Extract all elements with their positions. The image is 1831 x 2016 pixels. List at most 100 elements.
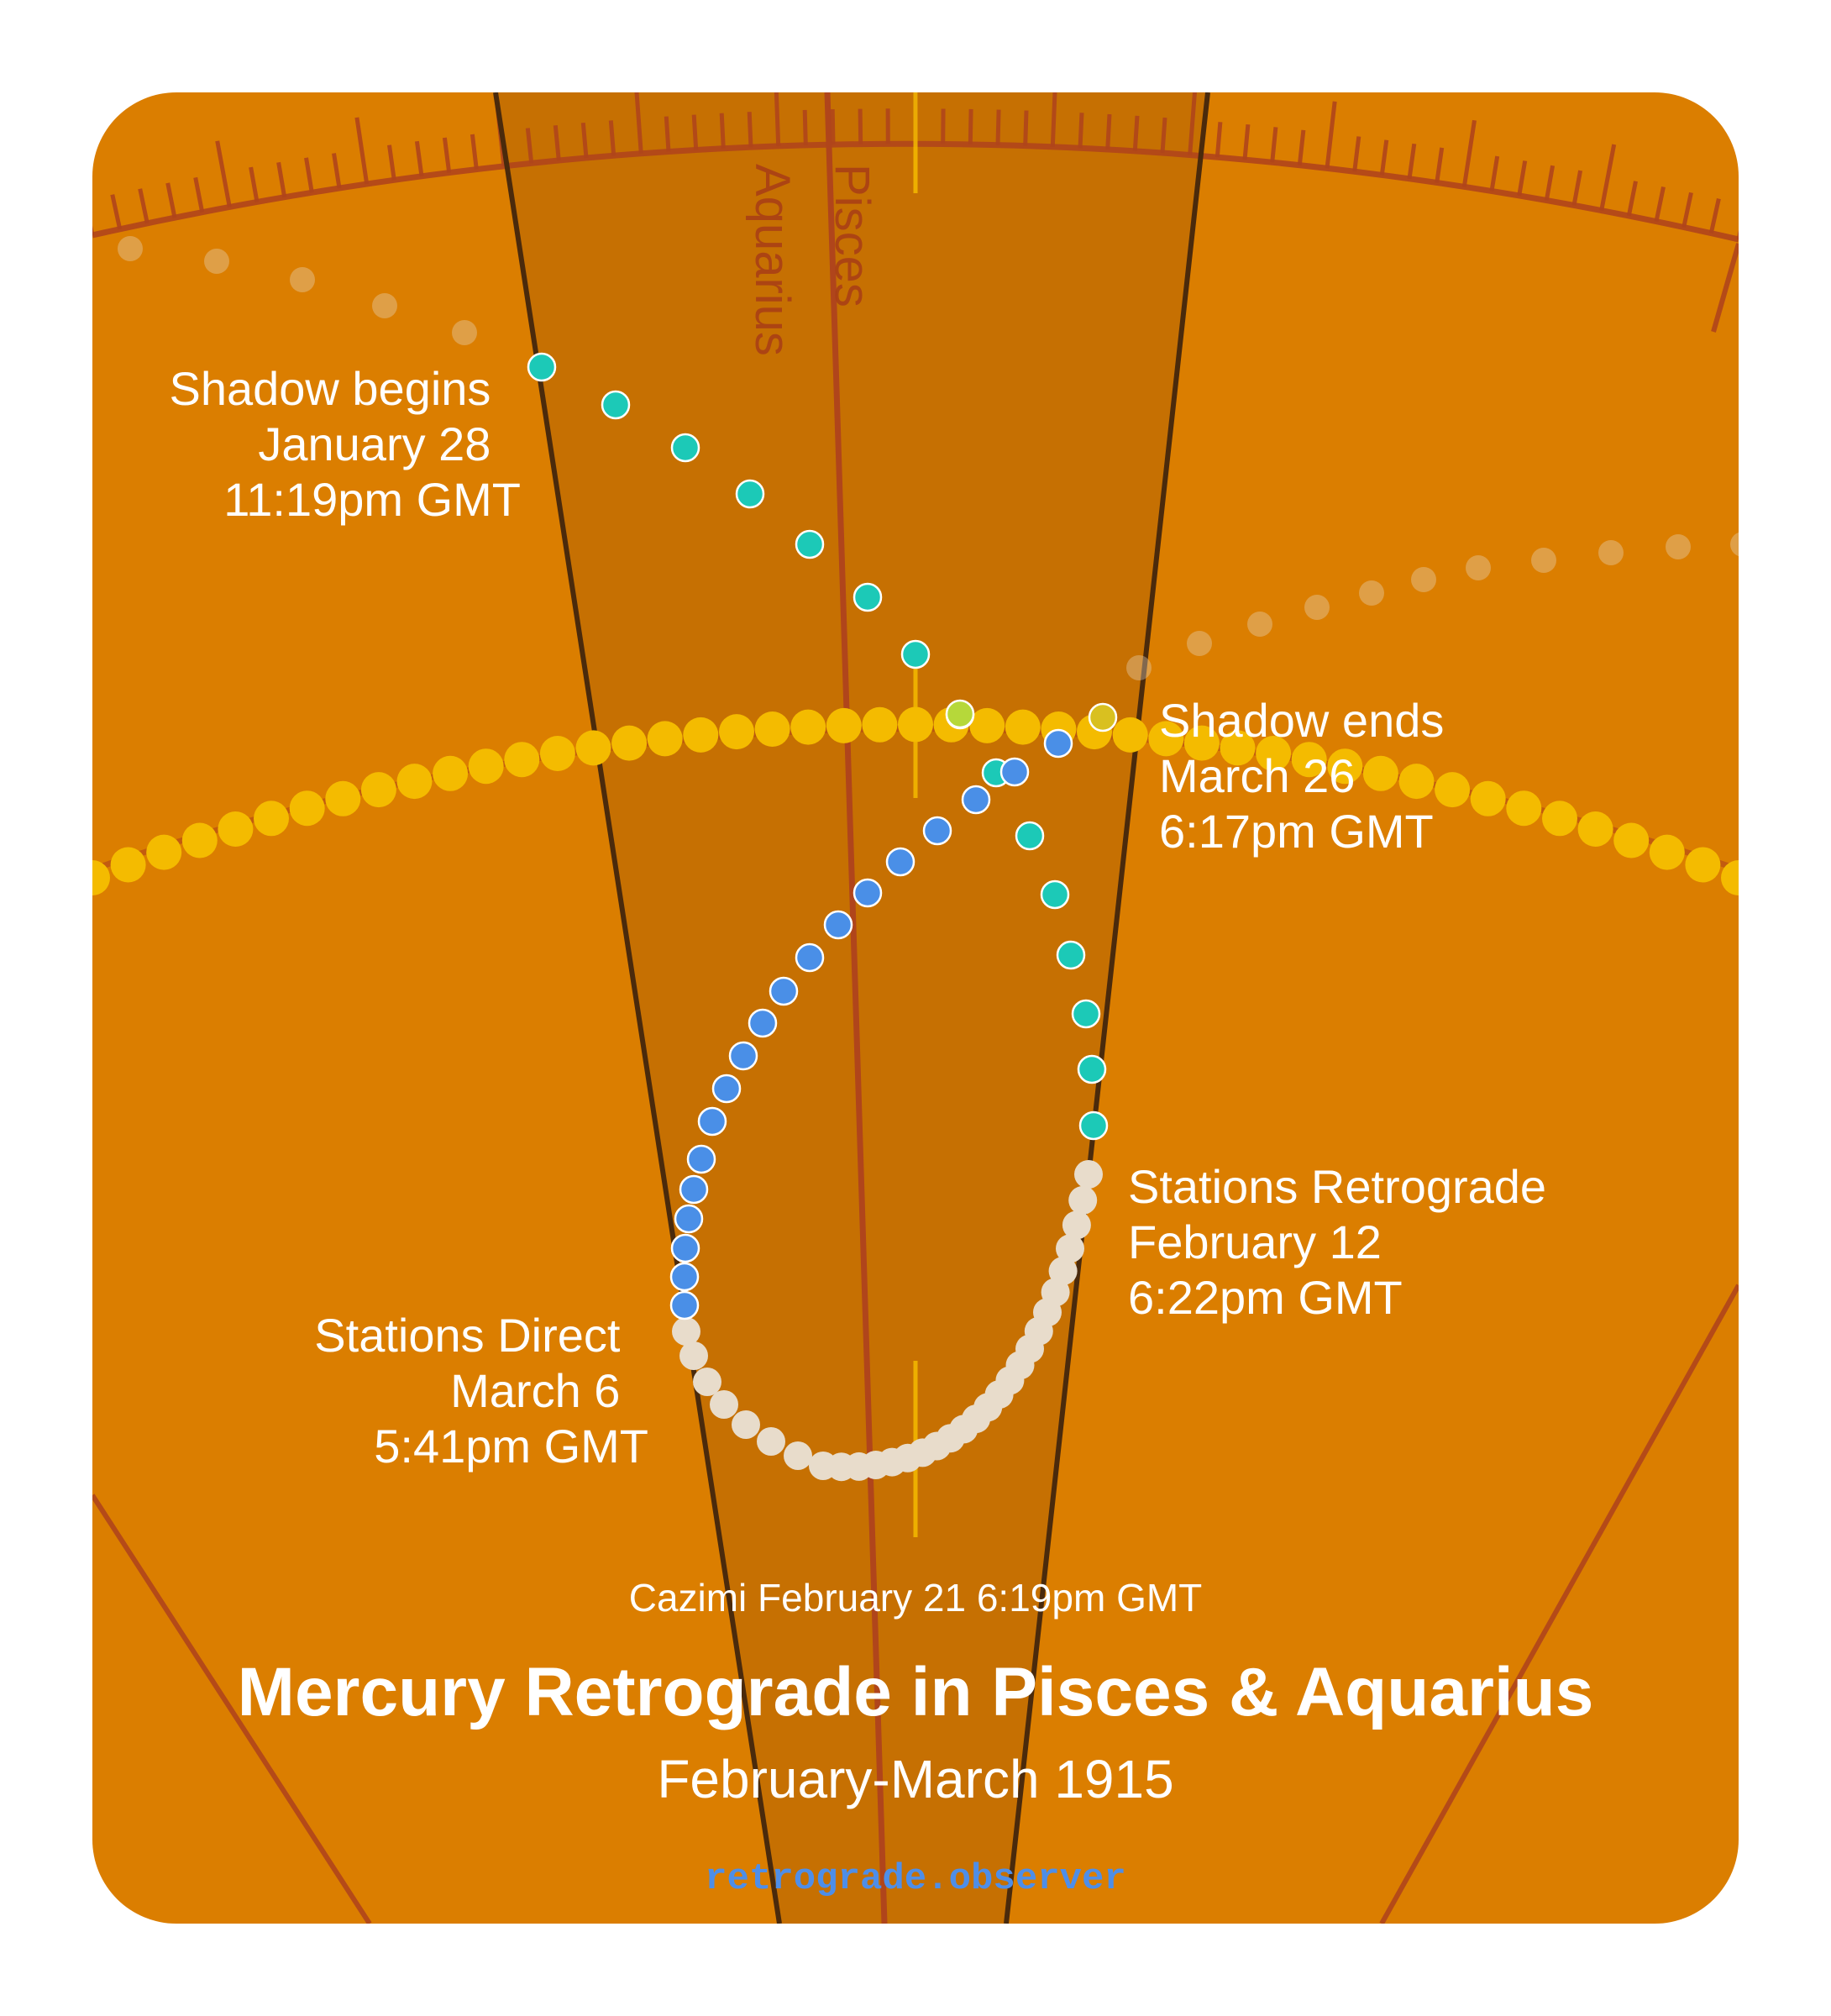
degree-tick [1215, 122, 1223, 158]
degree-tick [442, 137, 452, 173]
sign-label-pisces: Pisces [825, 164, 879, 307]
shadow-dot [735, 479, 765, 509]
sector-boundary-right [1004, 92, 1210, 1924]
degree-tick [1654, 186, 1666, 223]
sun-dot [1649, 834, 1685, 870]
sign-band [496, 92, 1208, 1924]
degree-tick [968, 108, 973, 144]
faded-path-dot [204, 249, 229, 274]
website-link[interactable]: retrograde.observer [705, 1858, 1126, 1900]
degree-tick [580, 122, 589, 159]
sun-dot [683, 717, 719, 753]
direct-dot [669, 1290, 700, 1320]
degree-tick [1352, 136, 1361, 172]
sun-dot [1220, 730, 1256, 766]
degree-tick [1626, 181, 1638, 217]
degree-tick [1160, 117, 1167, 154]
retrograde-dot [679, 1341, 708, 1370]
degree-tick [1708, 198, 1721, 234]
direct-dot [679, 1174, 709, 1205]
degree-tick [1544, 165, 1556, 202]
retrograde-dot [809, 1452, 837, 1480]
shadow-ends-label: Shadow ends March 26 6:17pm GMT [1159, 694, 1457, 858]
shadow-dot [1040, 879, 1070, 910]
degree-tick [387, 144, 396, 181]
direct-dot [728, 1041, 758, 1071]
degree-tick [165, 182, 177, 218]
sun-dot [1327, 748, 1363, 785]
degree-tick [1132, 115, 1140, 151]
direct-dot [795, 942, 825, 973]
degree-tick [414, 140, 424, 177]
direct-dot [686, 1144, 716, 1174]
shadow-ends-time: 6:17pm GMT [1159, 805, 1434, 858]
sun-dot [647, 721, 683, 757]
shadow-dot [670, 433, 700, 463]
sun-dot [1506, 790, 1542, 827]
shadow-begins-date: January 28 [258, 417, 491, 470]
stations-direct-title: Stations Direct [314, 1309, 621, 1362]
radial-line-left [92, 1494, 372, 1924]
degree-tick [1489, 155, 1500, 192]
shadow-dot [900, 639, 931, 669]
faded-path-dot [452, 320, 477, 345]
radial-line-top-right [1711, 243, 1739, 333]
degree-tick [553, 124, 561, 161]
retrograde-dot [1056, 1234, 1084, 1263]
direct-dot [711, 1074, 742, 1104]
sun-dot [575, 730, 611, 766]
degree-tick [1325, 101, 1337, 169]
sun-dot [1721, 860, 1739, 895]
direct-dot [748, 1008, 778, 1038]
sun-dot [1183, 725, 1220, 761]
planet-path-faded [118, 236, 1739, 680]
shadow-ends-title: Shadow ends [1159, 694, 1444, 747]
degree-tick [1078, 113, 1084, 149]
retrograde-dot [757, 1427, 785, 1456]
faded-path-dot [1187, 631, 1212, 656]
direct-dot [769, 976, 799, 1006]
faded-path-dot [1598, 540, 1624, 565]
degree-tick [1517, 160, 1528, 197]
degree-tick [1270, 127, 1278, 163]
shadow-dot [795, 529, 825, 559]
sun-dot [92, 860, 110, 895]
degree-tick [664, 116, 671, 152]
direct-dot [922, 816, 952, 846]
degree-tick [138, 188, 150, 224]
shadow-dot [1071, 999, 1101, 1029]
degree-tick [995, 109, 1001, 145]
degree-tick [470, 134, 479, 170]
sun-dot [1112, 717, 1148, 753]
sector-boundary-left [493, 92, 782, 1924]
direct-dot [961, 785, 991, 815]
degree-tick [332, 153, 342, 189]
retrograde-dot [732, 1410, 760, 1439]
degree-tick [830, 109, 836, 145]
sun-dot [1435, 772, 1471, 808]
direct-dot [670, 1233, 700, 1263]
faded-path-dot [1247, 612, 1272, 637]
direct-dot [853, 878, 883, 908]
shadow-dot [527, 352, 557, 382]
sun-dot [1613, 822, 1650, 858]
degree-tick [1297, 129, 1306, 165]
degree-tick [608, 120, 616, 156]
degree-tick [215, 140, 232, 207]
shadow-marker-dot [1088, 702, 1118, 732]
direct-dot [999, 757, 1030, 787]
retrograde-dot [1074, 1160, 1103, 1189]
sun-dot [254, 801, 289, 837]
sun-dot [790, 709, 826, 745]
degree-tick [747, 112, 753, 148]
sun-dot [1256, 736, 1292, 771]
sign-cusp-line [824, 92, 888, 1924]
sun-dot [468, 748, 504, 785]
degree-tick [249, 166, 260, 202]
direct-dot [885, 847, 916, 877]
degree-tick [110, 194, 123, 230]
sun-dot [1005, 709, 1041, 745]
faded-path-dot [372, 293, 397, 318]
stations-retrograde-label: Stations Retrograde February 12 6:22pm G… [1128, 1160, 1560, 1324]
retrograde-dot [1068, 1185, 1098, 1215]
